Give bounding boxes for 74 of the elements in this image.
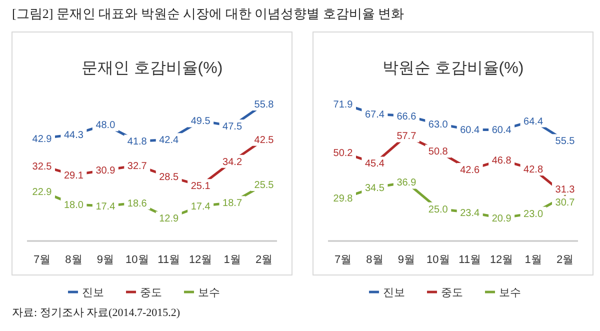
chart-title: 박원순 호감비율(%) [382,60,524,77]
data-label: 48.0 [96,120,116,132]
data-label: 23.4 [460,208,480,219]
legend-label: 중도 [441,286,463,299]
data-label: 55.8 [254,100,274,110]
legend-label: 보수 [499,286,521,299]
data-label: 23.0 [524,208,544,220]
data-label: 34.5 [364,183,385,194]
data-label: 41.8 [127,136,148,148]
x-tick-label: 10월 [426,254,450,266]
data-label: 36.9 [396,178,417,189]
data-label: 12.9 [159,214,180,224]
data-label: 17.4 [96,202,116,213]
data-label: 49.5 [190,116,211,128]
data-label: 46.8 [492,156,512,167]
data-label: 44.3 [64,130,84,142]
x-tick-label: 7월 [334,254,352,266]
x-tick-label: 9월 [398,254,415,266]
data-label: 18.7 [222,198,242,210]
data-label: 71.9 [333,100,354,110]
data-label: 28.5 [159,172,180,184]
data-label: 47.5 [222,122,242,133]
data-label: 30.7 [555,197,576,208]
data-label: 42.4 [159,135,180,146]
data-label: 42.5 [254,134,274,146]
text: 자료: 정기조사 자료(2014.7-2015.2) [12,307,180,319]
x-tick-label: 12월 [188,254,212,266]
data-label: 42.9 [32,134,52,145]
data-label: 55.5 [555,136,576,148]
data-label: 60.4 [460,125,480,136]
data-label: 32.5 [32,161,52,172]
x-tick-label: 10월 [126,254,149,266]
x-tick-label: 11월 [158,254,180,266]
data-label: 25.1 [190,181,211,192]
data-label: 57.7 [396,131,417,142]
data-label: 32.7 [127,160,148,172]
legend-label: 진보 [82,286,104,299]
data-label: 29.8 [333,194,354,205]
data-label: 50.2 [333,148,354,160]
data-label: 31.3 [555,184,576,196]
data-label: 63.0 [428,119,448,130]
data-label: 17.4 [190,202,211,213]
x-tick-label: 1월 [224,254,241,266]
data-label: 18.0 [64,200,84,211]
data-label: 42.6 [460,164,480,176]
data-label: 60.4 [492,125,512,136]
data-label: 20.9 [492,214,512,224]
legend-label: 보수 [198,286,220,299]
x-tick-label: 11월 [458,254,482,266]
x-tick-label: 7월 [33,254,51,266]
x-tick-label: 8월 [366,254,384,266]
data-label: 66.6 [396,111,417,122]
x-tick-label: 12월 [490,254,514,266]
data-label: 67.4 [364,110,385,121]
x-tick-label: 2월 [255,254,273,266]
data-label: 45.4 [364,158,385,170]
x-tick-label: 9월 [96,254,114,266]
data-label: 50.8 [428,146,448,158]
data-label: 34.2 [222,156,242,168]
text: [그림2] 문재인 대표와 박원순 시장에 대한 이념성향별 호감비율 변화 [12,6,404,21]
data-label: 30.9 [96,166,116,177]
data-label: 29.1 [64,170,84,182]
legend-label: 진보 [383,286,405,299]
x-tick-label: 1월 [524,254,542,266]
data-label: 25.0 [428,204,448,216]
x-tick-label: 2월 [556,254,574,266]
chart-title: 문재인 호감비율(%) [81,60,223,77]
data-label: 18.6 [127,198,148,210]
x-tick-label: 8월 [65,254,82,266]
data-label: 22.9 [32,186,52,198]
data-label: 25.5 [254,180,274,192]
legend-label: 중도 [140,286,162,299]
data-label: 42.8 [524,164,544,176]
data-label: 64.4 [524,116,544,128]
